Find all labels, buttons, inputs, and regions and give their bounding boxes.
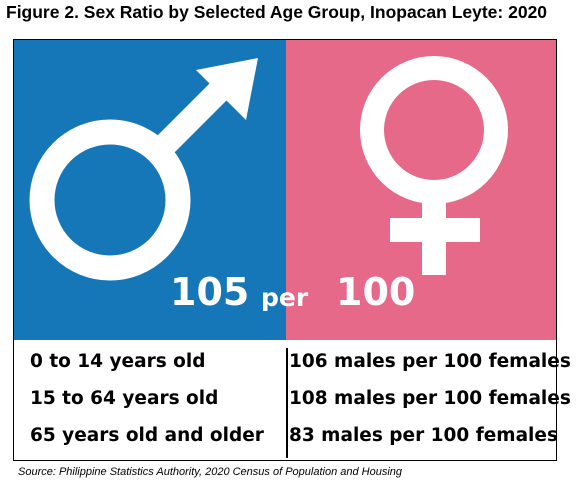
- figure-title: Figure 2. Sex Ratio by Selected Age Grou…: [6, 2, 548, 22]
- female-symbol-crossbar: [390, 218, 480, 242]
- column-divider: [286, 348, 288, 458]
- male-symbol-icon: [14, 40, 286, 340]
- age-group-ratio: 106 males per 100 females: [289, 351, 571, 372]
- overall-male-count: 105: [170, 270, 250, 314]
- female-panel: [286, 40, 556, 340]
- overall-per-label: per: [261, 283, 309, 312]
- age-group-ratio: 83 males per 100 females: [289, 425, 558, 446]
- age-group-label: 15 to 64 years old: [30, 388, 219, 409]
- male-symbol-ring: [29, 119, 191, 281]
- sex-ratio-infographic: 105 per 100 0 to 14 years old 106 males …: [13, 39, 571, 461]
- age-group-label: 0 to 14 years old: [30, 351, 206, 372]
- male-panel: [14, 40, 286, 340]
- male-symbol-arrowhead: [196, 58, 258, 120]
- male-symbol-shaft: [151, 73, 237, 159]
- overall-female-count: 100: [336, 270, 416, 314]
- age-group-label: 65 years old and older: [30, 425, 264, 446]
- source-note: Source: Philippine Statistics Authority,…: [18, 466, 403, 478]
- age-group-ratio: 108 males per 100 females: [289, 388, 571, 409]
- female-symbol-icon: [286, 40, 556, 340]
